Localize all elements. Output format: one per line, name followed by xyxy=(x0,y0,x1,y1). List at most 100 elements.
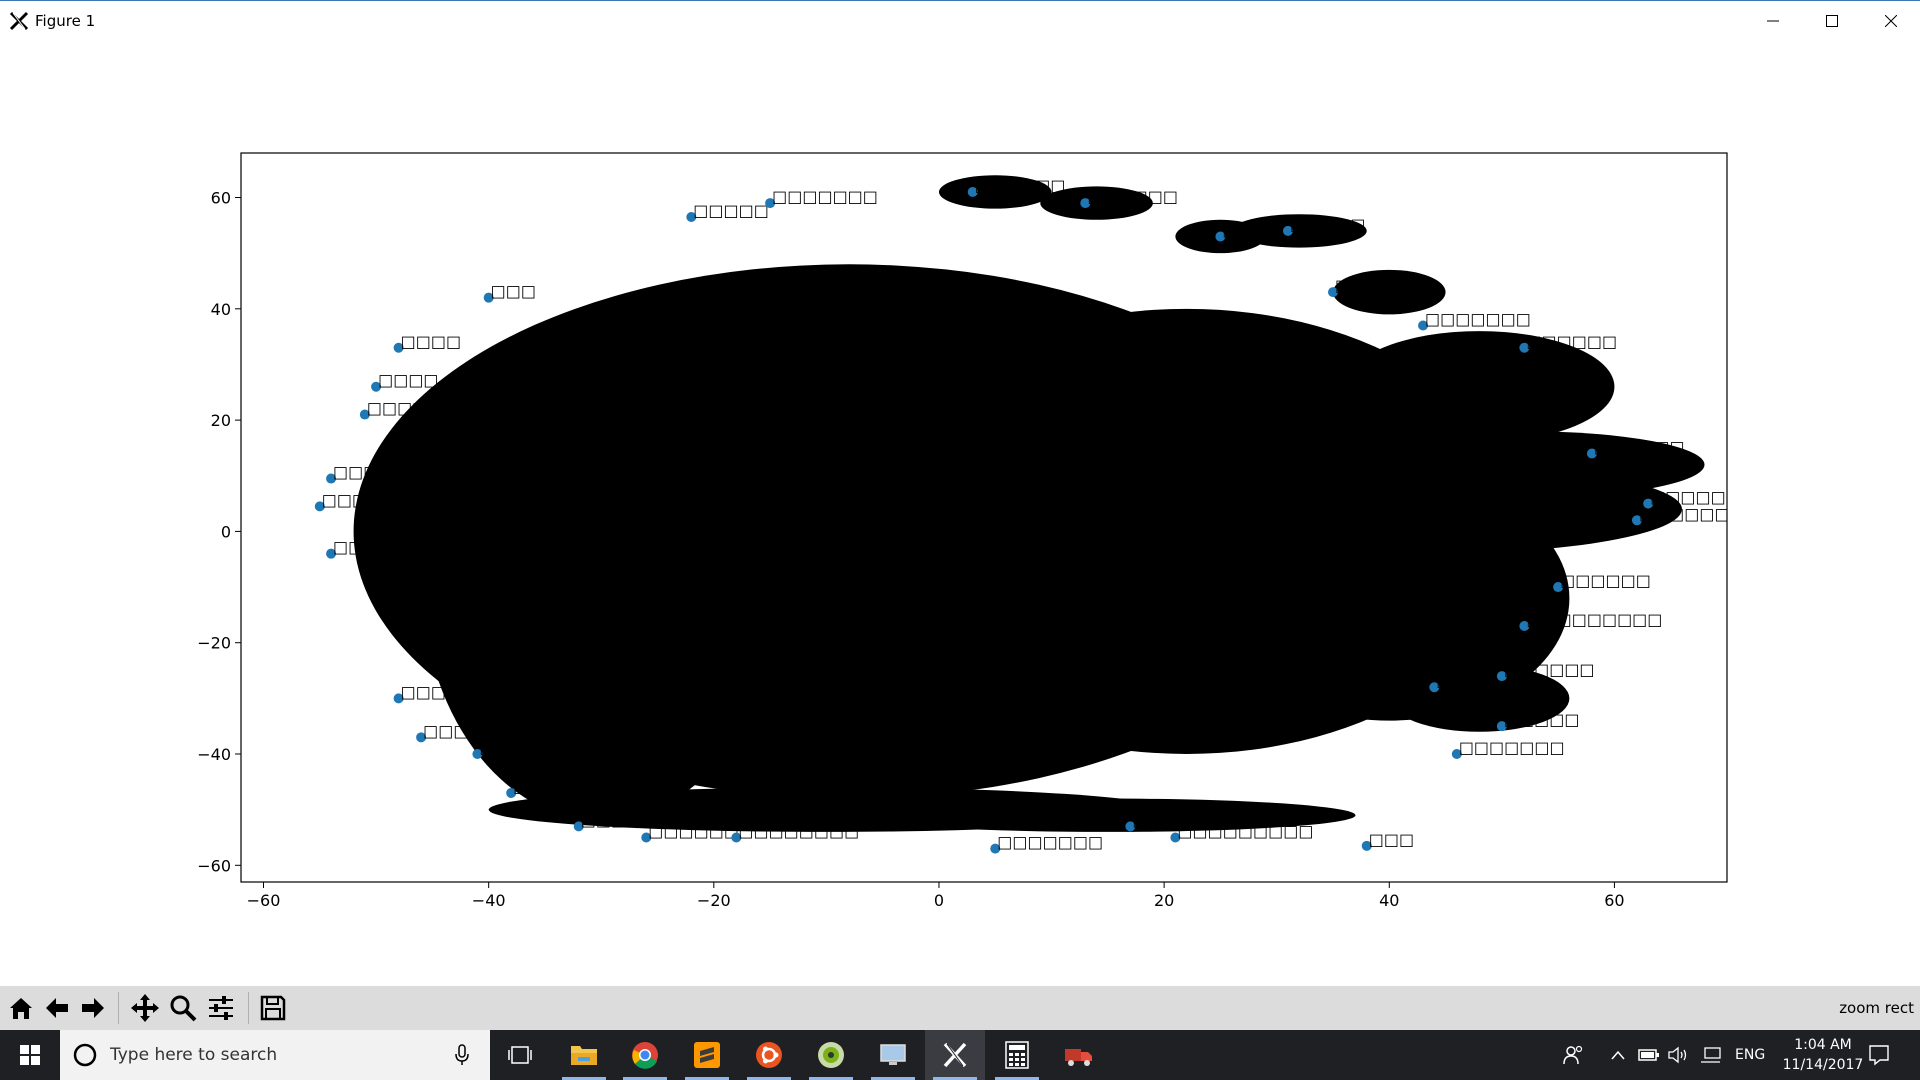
point-label: □□□□ xyxy=(333,538,393,557)
label-cluster xyxy=(421,331,782,821)
data-point xyxy=(359,409,370,420)
point-label: □□□□□□□ xyxy=(1132,810,1238,829)
running-indicator xyxy=(747,1077,791,1080)
forward-button[interactable] xyxy=(76,990,110,1026)
tray-network[interactable] xyxy=(1700,1030,1722,1080)
tray-volume[interactable] xyxy=(1668,1030,1690,1080)
point-label: □□□□□□□ xyxy=(1459,738,1565,757)
running-indicator xyxy=(995,1077,1039,1080)
scatter-plot[interactable]: □□□□□□□□□□□□□□□□□□□□□□□□□□□□□□□□□□□□□□□□… xyxy=(0,40,1920,986)
language-label: ENG xyxy=(1735,1047,1766,1063)
task-view-icon xyxy=(508,1046,532,1064)
point-label: □□□□□□□□ xyxy=(738,821,859,840)
data-point xyxy=(1418,320,1429,331)
network-icon xyxy=(1701,1047,1721,1063)
action-center-button[interactable] xyxy=(1868,1030,1890,1080)
taskbar-app-green[interactable] xyxy=(801,1030,861,1080)
minimize-button[interactable] xyxy=(1744,1,1802,41)
taskbar-truck-app[interactable] xyxy=(1049,1030,1109,1080)
data-point xyxy=(731,832,742,843)
data-point xyxy=(573,821,584,832)
data-point xyxy=(1215,231,1226,242)
point-label: □□□□□ xyxy=(1504,710,1580,729)
point-label: □□□□ xyxy=(378,371,438,390)
taskbar-file-explorer[interactable] xyxy=(554,1030,614,1080)
data-point xyxy=(326,548,337,559)
save-button[interactable] xyxy=(256,990,290,1026)
taskbar-ubuntu[interactable] xyxy=(739,1030,799,1080)
point-label: □□□□□ xyxy=(1335,276,1411,295)
point-label: □□□□□□ xyxy=(1650,488,1741,507)
back-button[interactable] xyxy=(40,990,74,1026)
point-label: □□□□□□□ xyxy=(1425,310,1531,329)
home-button[interactable] xyxy=(4,990,38,1026)
chevron-up-icon xyxy=(1611,1050,1625,1060)
arrow-left-icon xyxy=(46,998,68,1018)
clock[interactable]: 1:04 AM 11/14/2017 xyxy=(1778,1035,1868,1075)
close-icon xyxy=(1885,15,1897,27)
point-label: □□□□□□ xyxy=(1560,571,1651,590)
search-placeholder: Type here to search xyxy=(110,1045,278,1065)
taskbar-remote-desktop[interactable] xyxy=(863,1030,923,1080)
data-point xyxy=(1631,515,1642,526)
point-label: □□□□□□□□□ xyxy=(1177,821,1313,840)
close-button[interactable] xyxy=(1862,1,1920,41)
x-tick-label: −20 xyxy=(697,891,731,910)
x-tick-label: 0 xyxy=(934,891,944,910)
data-point xyxy=(1170,832,1181,843)
data-point xyxy=(393,693,404,704)
people-icon-area[interactable] xyxy=(1562,1030,1584,1080)
taskbar-search[interactable]: Type here to search xyxy=(60,1030,490,1080)
data-point xyxy=(416,732,427,743)
point-label: □□□□□□□ xyxy=(772,187,878,206)
task-view-button[interactable] xyxy=(490,1030,550,1080)
ubuntu-icon xyxy=(756,1042,782,1068)
clock-date: 11/14/2017 xyxy=(1782,1057,1864,1073)
data-point xyxy=(1553,582,1564,593)
y-tick-label: 40 xyxy=(211,300,231,319)
running-indicator xyxy=(685,1077,729,1080)
microphone-icon[interactable] xyxy=(454,1044,470,1066)
label-cluster xyxy=(1344,331,1615,443)
point-label: □□□□□□□□□ xyxy=(1526,610,1662,629)
point-label: □□□□□□ xyxy=(322,490,413,509)
subplots-button[interactable] xyxy=(204,990,238,1026)
navigation-toolbar: zoom rect xyxy=(0,986,1920,1030)
folder-icon xyxy=(571,1046,597,1065)
point-label: □□□ xyxy=(1369,830,1414,849)
point-label: □□□□ xyxy=(423,721,483,740)
window-title: Figure 1 xyxy=(35,12,96,30)
truck-icon xyxy=(1065,1049,1092,1066)
taskbar-xming[interactable] xyxy=(925,1030,985,1080)
move-icon xyxy=(131,994,159,1022)
label-cluster xyxy=(1040,186,1153,220)
tray-battery[interactable] xyxy=(1638,1030,1660,1080)
taskbar-calculator[interactable] xyxy=(987,1030,1047,1080)
taskbar-sublime[interactable] xyxy=(677,1030,737,1080)
tray-overflow[interactable] xyxy=(1610,1030,1626,1080)
x-tick-label: −40 xyxy=(472,891,506,910)
maximize-button[interactable] xyxy=(1803,1,1861,41)
data-point xyxy=(1282,225,1293,236)
zoom-button[interactable] xyxy=(166,990,200,1026)
start-button[interactable] xyxy=(0,1030,60,1080)
data-point xyxy=(1519,342,1530,353)
chrome-icon xyxy=(632,1042,658,1069)
volume-icon xyxy=(1668,1046,1687,1064)
data-point xyxy=(393,342,404,353)
pan-button[interactable] xyxy=(128,990,162,1026)
figure-canvas[interactable]: □□□□□□ □□□□□ □□□□ □□□□□ □□□□ □□□□ □□□□ □□□□ □□□□… xyxy=(0,40,1920,986)
point-label: □□□□□ xyxy=(333,463,409,482)
people-icon xyxy=(1563,1045,1583,1065)
data-point xyxy=(1586,448,1597,459)
data-point xyxy=(686,211,697,222)
label-cluster xyxy=(1186,464,1682,554)
axes-frame xyxy=(240,152,1728,883)
battery-icon xyxy=(1638,1049,1659,1061)
taskbar-chrome[interactable] xyxy=(615,1030,675,1080)
tray-language[interactable]: ENG xyxy=(1735,1030,1765,1080)
point-label: □□□□ xyxy=(401,682,461,701)
maximize-icon xyxy=(1826,15,1838,27)
calculator-icon xyxy=(1005,1041,1029,1069)
data-point xyxy=(1643,498,1654,509)
